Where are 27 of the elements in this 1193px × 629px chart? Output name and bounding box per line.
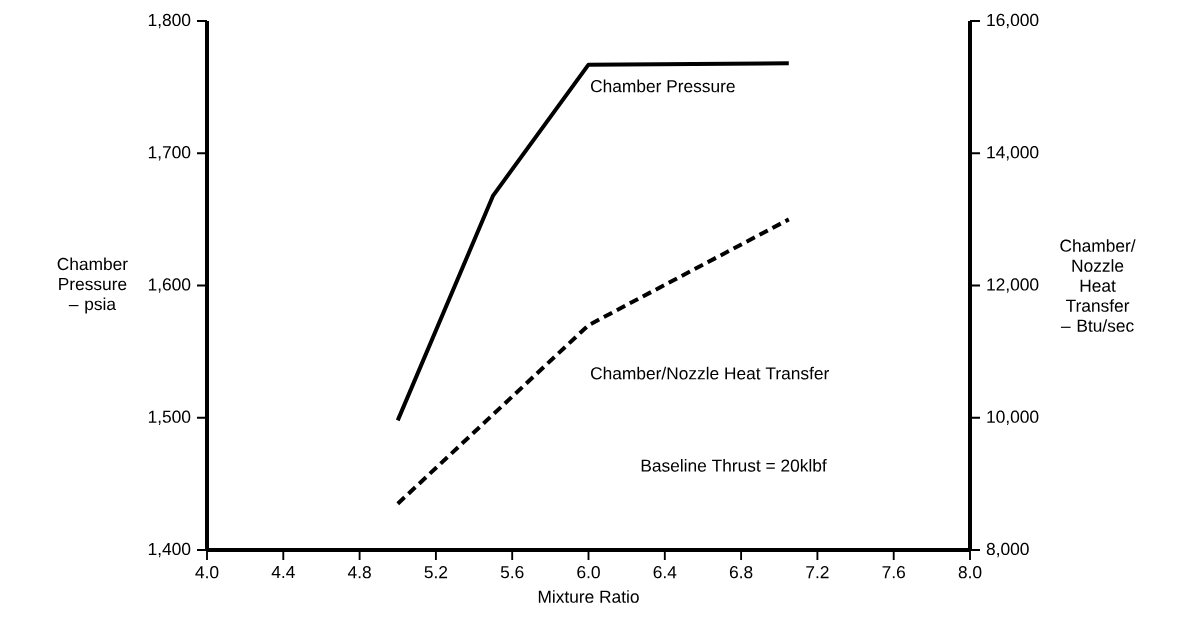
x-tick-label: 6.8 [729,566,753,579]
y2-tick-label: 16,000 [987,13,1039,29]
y2-tick-label: 14,000 [987,146,1039,161]
y-tick-label: 1,600 [148,278,191,293]
x-tick-label: 8.0 [958,566,982,579]
x-tick-label: 7.6 [882,566,905,579]
x-tick-label: 4.8 [347,566,371,579]
x-tick-label: 6.0 [577,566,600,579]
x-axis-title: Mixture Ratio [538,590,639,603]
annotation: Baseline Thrust = 20klbf [641,458,827,472]
y2-tick-label: 12,000 [987,278,1039,293]
series-label: Chamber/Nozzle Heat Transfer [590,366,830,380]
y2-tick-label: 8,000 [986,542,1029,558]
x-tick-label: 7.2 [806,566,829,579]
y-axis-title: Chamber Pressure – psia [57,257,128,314]
y-tick-label: 1,500 [148,410,191,425]
x-tick-label: 6.4 [653,566,677,579]
x-tick-label: 4.4 [271,566,295,578]
y-tick-label: 1,700 [148,146,191,161]
y2-axis-title: Chamber/ Nozzle Heat Transfer – Btu/sec [1060,239,1136,332]
y-tick-label: 1,400 [148,542,191,558]
y2-tick-label: 10,000 [987,410,1039,425]
x-tick-label: 5.6 [500,566,524,579]
series-label: Chamber Pressure [590,79,735,93]
x-tick-label: 4.0 [195,566,219,579]
y-tick-label: 1,800 [148,13,191,29]
x-tick-label: 5.2 [424,566,448,579]
